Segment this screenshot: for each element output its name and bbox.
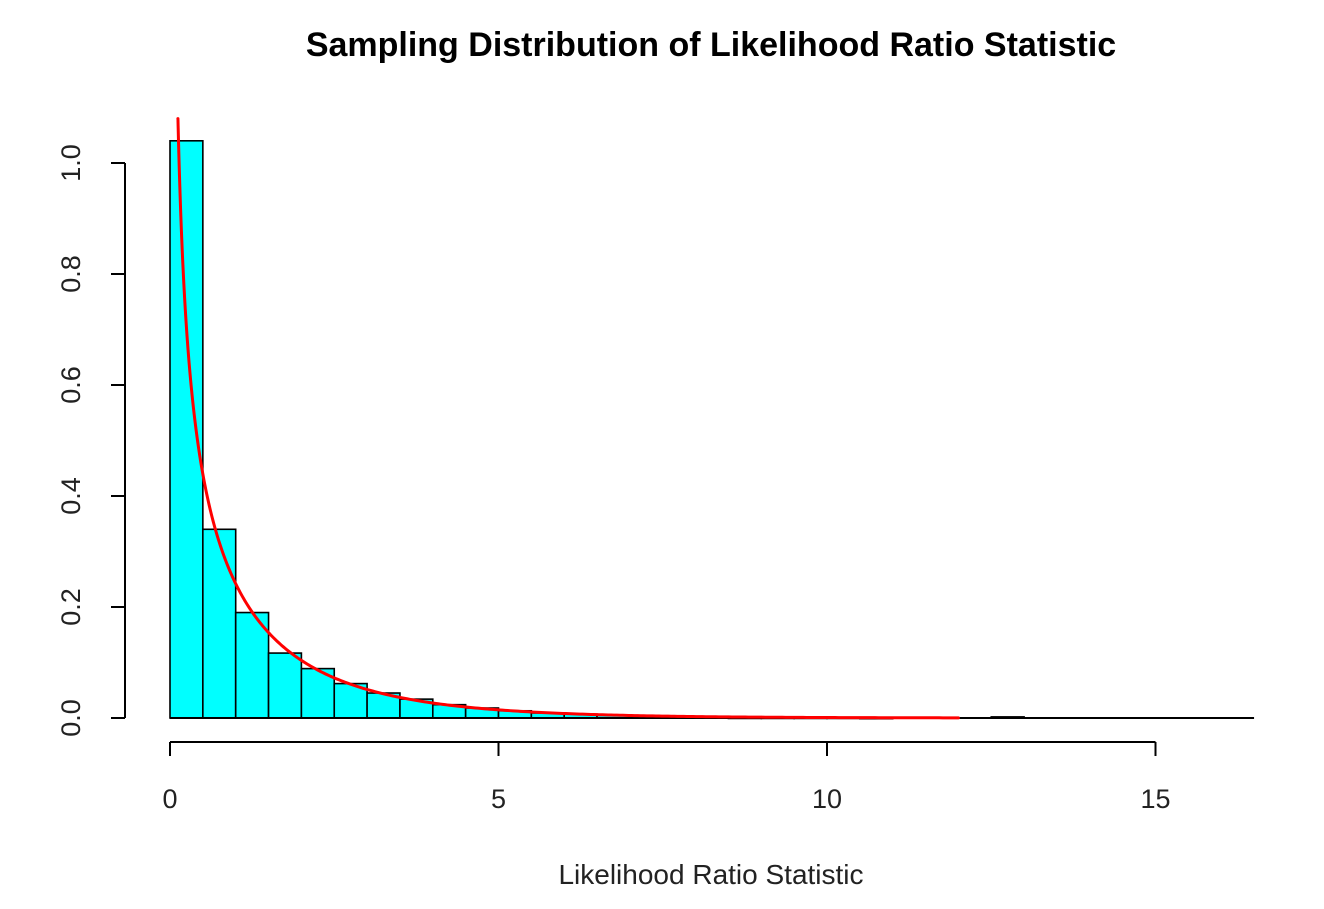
histogram-bar-3 <box>267 652 303 719</box>
x-tick-label: 10 <box>812 784 842 814</box>
density-curve-group <box>176 117 960 720</box>
x-tick-label: 15 <box>1140 784 1170 814</box>
y-tick-label: 0.0 <box>56 699 86 737</box>
y-tick-label: 1.0 <box>56 144 86 182</box>
y-axis: 0.0 0.2 0.4 0.6 0.8 1.0 <box>56 144 126 737</box>
y-tick-label: 0.6 <box>56 366 86 404</box>
density-curve <box>176 117 960 720</box>
chart-title: Sampling Distribution of Likelihood Rati… <box>306 26 1116 64</box>
y-tick-label: 0.8 <box>56 255 86 293</box>
x-tick-label: 0 <box>162 784 177 814</box>
y-tick-label: 0.4 <box>56 477 86 515</box>
histogram-bar-2 <box>234 611 270 719</box>
y-tick-label: 0.2 <box>56 588 86 626</box>
x-axis-label: Likelihood Ratio Statistic <box>558 859 863 890</box>
histogram-bar-0 <box>169 140 204 719</box>
x-axis: 0 5 10 15 <box>162 741 1171 814</box>
x-tick-label: 5 <box>491 784 506 814</box>
histogram-bar-1 <box>202 528 237 719</box>
histogram-bars <box>169 140 1025 720</box>
